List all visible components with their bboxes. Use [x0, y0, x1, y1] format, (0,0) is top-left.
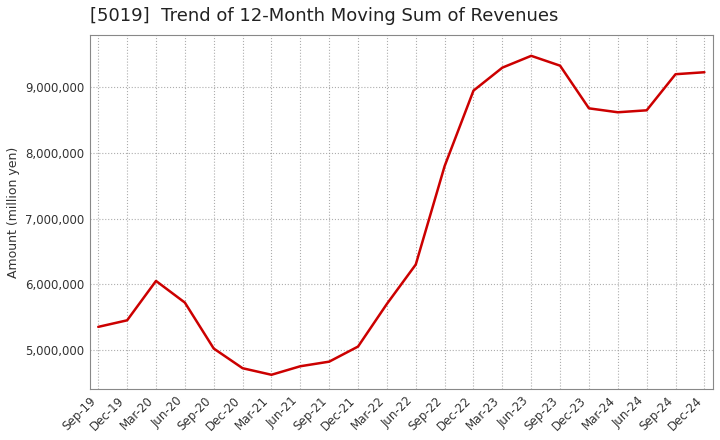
Y-axis label: Amount (million yen): Amount (million yen): [7, 147, 20, 278]
Text: [5019]  Trend of 12-Month Moving Sum of Revenues: [5019] Trend of 12-Month Moving Sum of R…: [89, 7, 558, 25]
